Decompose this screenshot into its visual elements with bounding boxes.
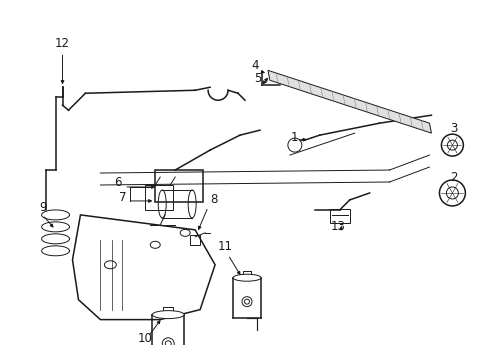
Text: 5: 5 bbox=[254, 72, 261, 85]
Text: 1: 1 bbox=[290, 131, 298, 144]
Text: 9: 9 bbox=[39, 202, 46, 215]
Text: 8: 8 bbox=[210, 193, 217, 206]
Text: 7: 7 bbox=[119, 192, 126, 204]
Circle shape bbox=[441, 134, 463, 156]
Bar bbox=[145, 185, 173, 210]
Bar bbox=[329, 209, 349, 223]
Text: 6: 6 bbox=[114, 176, 122, 189]
Circle shape bbox=[439, 180, 465, 206]
Polygon shape bbox=[267, 70, 430, 133]
Text: 2: 2 bbox=[449, 171, 456, 184]
Bar bbox=[155, 170, 203, 202]
Ellipse shape bbox=[233, 274, 261, 281]
Text: 3: 3 bbox=[449, 122, 456, 135]
Text: 13: 13 bbox=[329, 220, 345, 233]
Text: 10: 10 bbox=[138, 332, 152, 345]
Bar bbox=[190, 235, 200, 245]
Text: 12: 12 bbox=[55, 37, 70, 50]
Text: 11: 11 bbox=[217, 240, 232, 253]
Text: 4: 4 bbox=[251, 59, 258, 72]
Ellipse shape bbox=[152, 311, 184, 319]
